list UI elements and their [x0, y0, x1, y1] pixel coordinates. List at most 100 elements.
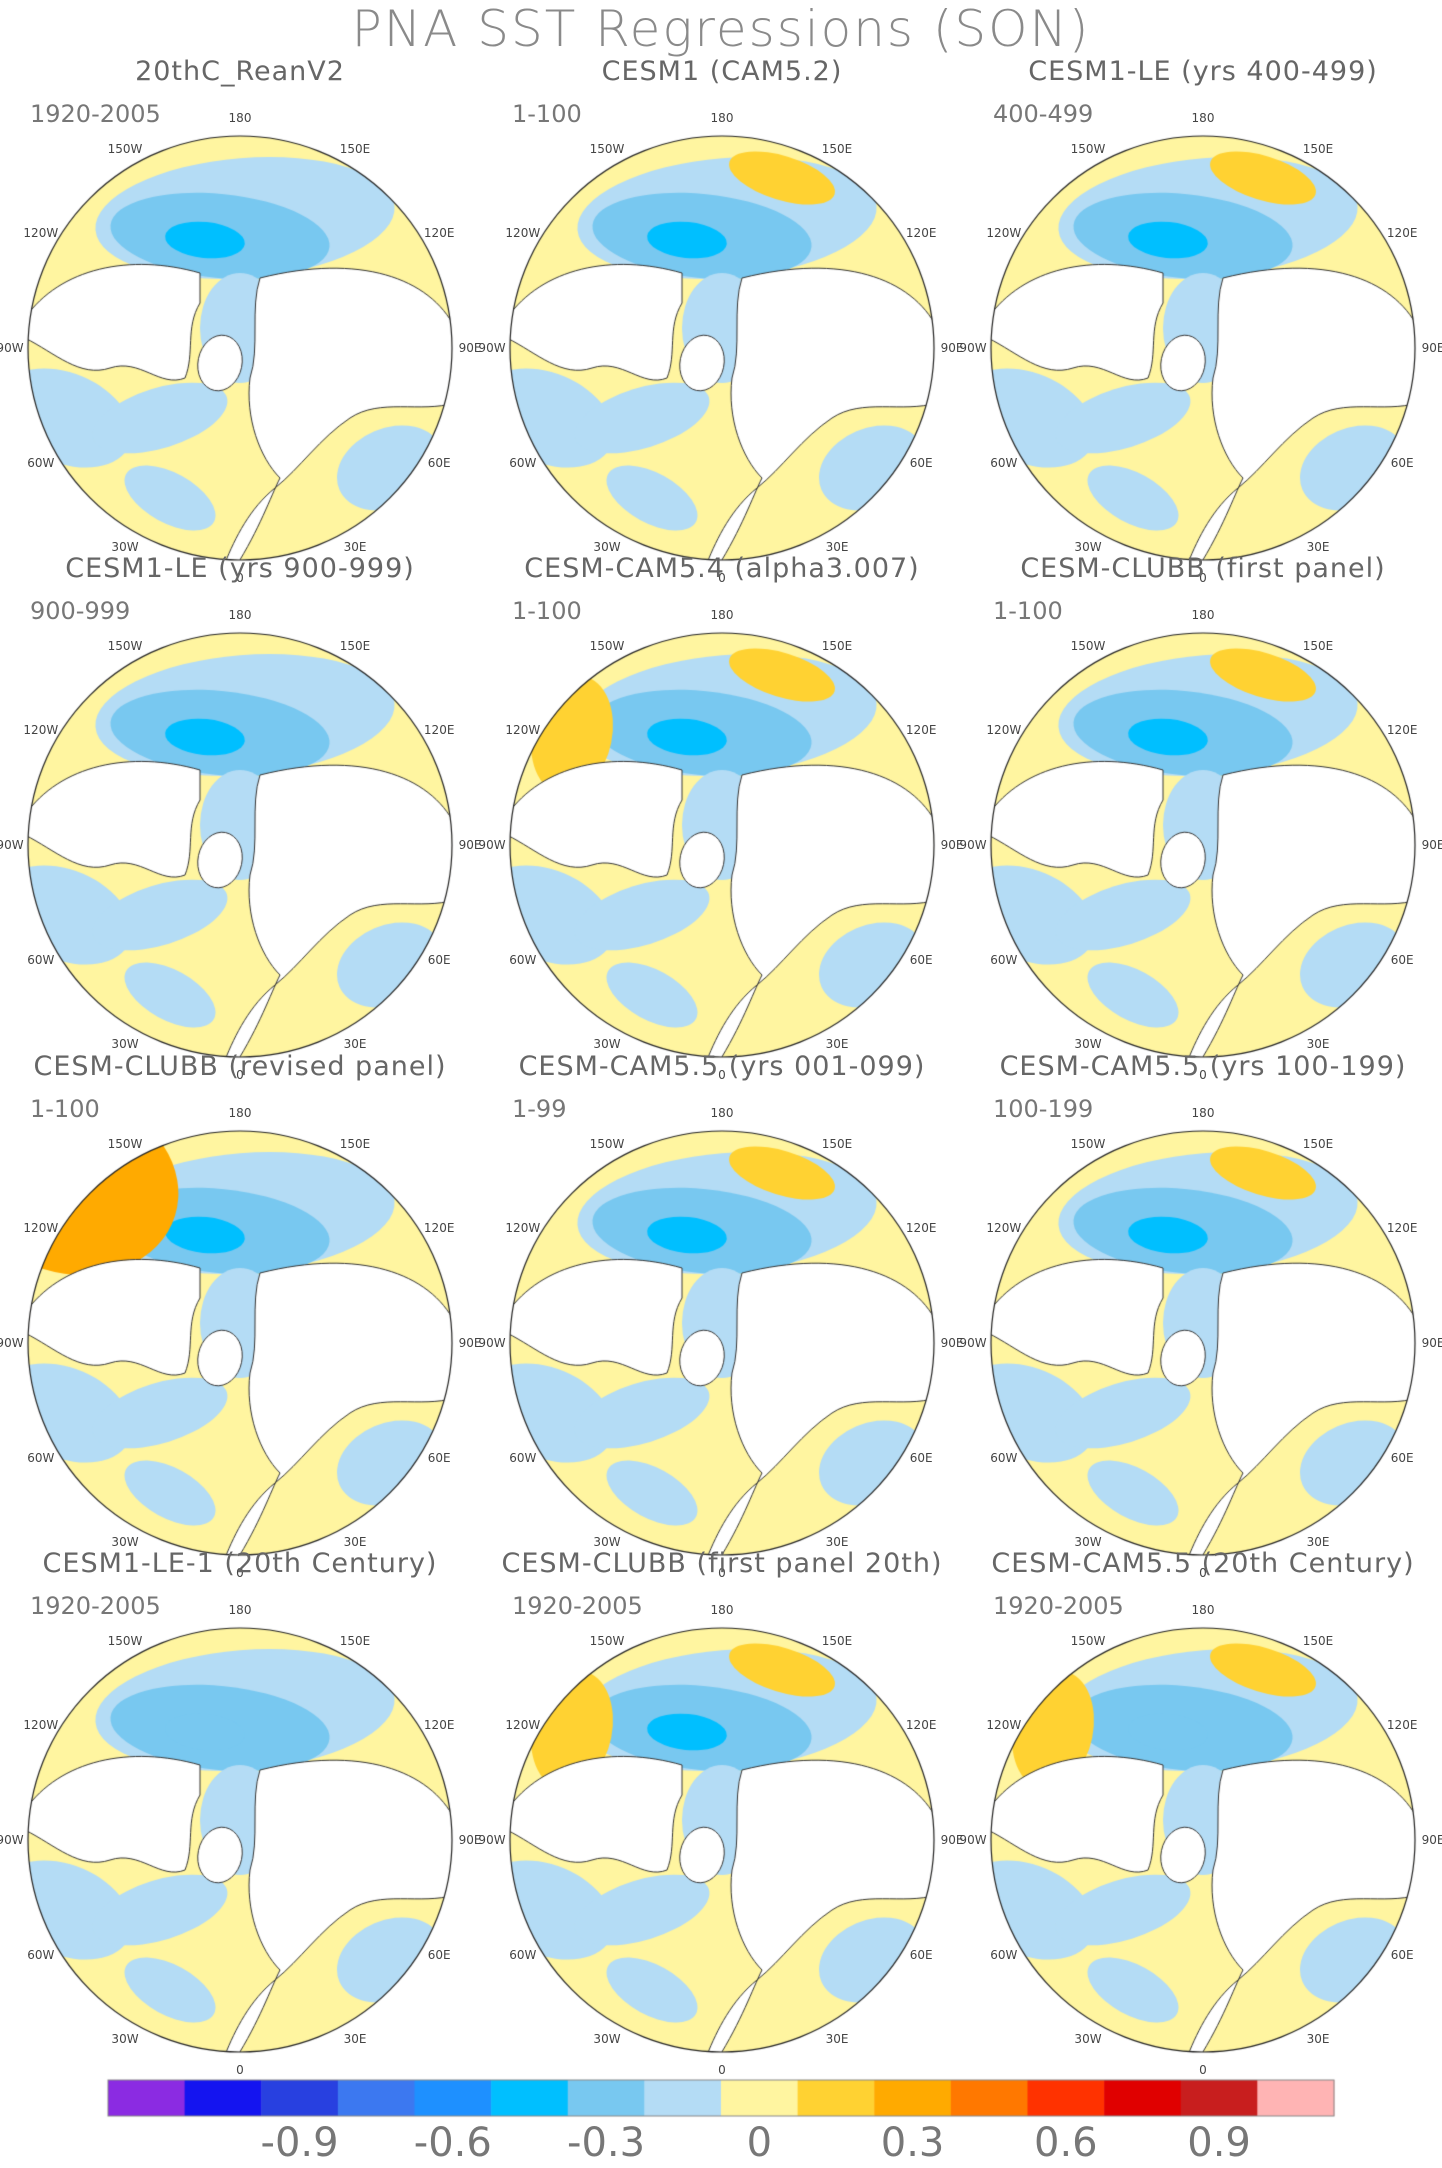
longitude-label: 30E — [825, 540, 849, 555]
colorbar-label: 0 — [746, 2120, 773, 2166]
longitude-label: 30E — [825, 1037, 849, 1052]
colorbar-label: -0.3 — [567, 2120, 646, 2166]
panel-title: CESM-CLUBB (first panel 20th) — [501, 1548, 943, 1579]
longitude-label: 90E — [1421, 838, 1442, 852]
longitude-label: 30W — [593, 2032, 621, 2047]
longitude-label: 60E — [909, 1451, 933, 1465]
longitude-label: 120W — [986, 1221, 1022, 1235]
longitude-label: 120E — [1386, 723, 1418, 737]
longitude-label: 150W — [1070, 638, 1106, 653]
longitude-label: 150W — [107, 1136, 143, 1151]
longitude-label: 150E — [1302, 1633, 1334, 1648]
longitude-label: 150W — [107, 1633, 143, 1648]
longitude-label: 0 — [1199, 1068, 1207, 1082]
panel-years: 1920-2005 — [512, 1592, 643, 1620]
longitude-label: 30E — [825, 1535, 849, 1550]
longitude-label: 30W — [111, 2032, 139, 2047]
longitude-label: 180 — [1191, 111, 1215, 125]
longitude-label: 90E — [1421, 1833, 1442, 1847]
longitude-label: 60W — [27, 1451, 55, 1465]
longitude-label: 120W — [23, 1221, 59, 1235]
longitude-label: 30E — [825, 2032, 849, 2047]
longitude-label: 30W — [593, 540, 621, 555]
longitude-label: 150W — [589, 1136, 625, 1151]
longitude-label: 60E — [427, 1451, 451, 1465]
longitude-label: 90E — [940, 1833, 964, 1847]
longitude-label: 90E — [940, 341, 964, 355]
panel-years: 400-499 — [993, 100, 1094, 128]
longitude-label: 120E — [1386, 226, 1418, 240]
longitude-label: 150E — [339, 1633, 371, 1648]
longitude-label: 90E — [458, 1833, 482, 1847]
longitude-label: 120W — [505, 1221, 541, 1235]
longitude-label: 0 — [236, 2063, 244, 2077]
panel-title: CESM-CLUBB (revised panel) — [33, 1051, 447, 1082]
longitude-label: 60E — [1390, 953, 1414, 967]
longitude-label: 150W — [107, 141, 143, 156]
longitude-label: 0 — [1199, 2063, 1207, 2077]
longitude-label: 90W — [478, 341, 506, 355]
panel-title: CESM-CAM5.5 (yrs 001-099) — [518, 1051, 926, 1082]
longitude-label: 90W — [478, 838, 506, 852]
longitude-label: 150E — [821, 638, 853, 653]
longitude-label: 30W — [593, 1535, 621, 1550]
longitude-label: 150E — [821, 1136, 853, 1151]
longitude-label: 90E — [458, 341, 482, 355]
longitude-label: 90W — [959, 341, 987, 355]
longitude-label: 90W — [959, 1336, 987, 1350]
longitude-label: 30E — [1306, 1535, 1330, 1550]
longitude-label: 30W — [593, 1037, 621, 1052]
longitude-label: 120E — [905, 1718, 937, 1732]
longitude-label: 120E — [423, 1221, 455, 1235]
colorbar-label: -0.6 — [413, 2120, 492, 2166]
longitude-label: 30E — [343, 1535, 367, 1550]
longitude-label: 150W — [1070, 1633, 1106, 1648]
longitude-label: 30E — [1306, 540, 1330, 555]
longitude-label: 60E — [427, 456, 451, 470]
colorbar-label: 0.3 — [880, 2120, 945, 2166]
longitude-label: 120E — [1386, 1718, 1418, 1732]
longitude-label: 150E — [339, 638, 371, 653]
longitude-label: 180 — [1191, 1106, 1215, 1120]
longitude-label: 60E — [427, 1948, 451, 1962]
longitude-label: 150W — [589, 141, 625, 156]
colorbar-label: -0.9 — [260, 2120, 339, 2166]
longitude-label: 150W — [107, 638, 143, 653]
longitude-label: 0 — [718, 1068, 726, 1082]
longitude-label: 150E — [1302, 1136, 1334, 1151]
longitude-label: 0 — [236, 571, 244, 585]
longitude-label: 30W — [111, 1535, 139, 1550]
longitude-label: 90W — [478, 1833, 506, 1847]
panel-years: 1920-2005 — [30, 1592, 161, 1620]
panel-years: 1-100 — [512, 597, 582, 625]
longitude-label: 120E — [423, 1718, 455, 1732]
longitude-label: 150E — [339, 141, 371, 156]
longitude-label: 30W — [111, 1037, 139, 1052]
longitude-label: 60W — [509, 953, 537, 967]
longitude-label: 30E — [1306, 1037, 1330, 1052]
longitude-label: 60E — [1390, 1451, 1414, 1465]
longitude-label: 180 — [228, 1603, 252, 1617]
longitude-label: 120W — [23, 226, 59, 240]
longitude-label: 150W — [589, 1633, 625, 1648]
panel-title: CESM1 (CAM5.2) — [601, 56, 843, 87]
longitude-label: 90E — [458, 838, 482, 852]
longitude-label: 120W — [23, 723, 59, 737]
longitude-label: 0 — [718, 571, 726, 585]
longitude-label: 0 — [1199, 571, 1207, 585]
longitude-label: 90E — [1421, 1336, 1442, 1350]
longitude-label: 60W — [509, 1451, 537, 1465]
longitude-label: 150W — [1070, 141, 1106, 156]
longitude-label: 90W — [0, 341, 24, 355]
longitude-label: 90W — [478, 1336, 506, 1350]
panel-title: CESM1-LE-1 (20th Century) — [42, 1548, 438, 1579]
longitude-label: 150W — [589, 638, 625, 653]
longitude-label: 0 — [236, 1566, 244, 1580]
longitude-label: 180 — [228, 608, 252, 622]
panel-years: 1920-2005 — [30, 100, 161, 128]
longitude-label: 120E — [423, 723, 455, 737]
longitude-label: 120W — [986, 723, 1022, 737]
longitude-label: 90E — [1421, 341, 1442, 355]
longitude-label: 90W — [0, 1833, 24, 1847]
longitude-label: 60E — [909, 1948, 933, 1962]
